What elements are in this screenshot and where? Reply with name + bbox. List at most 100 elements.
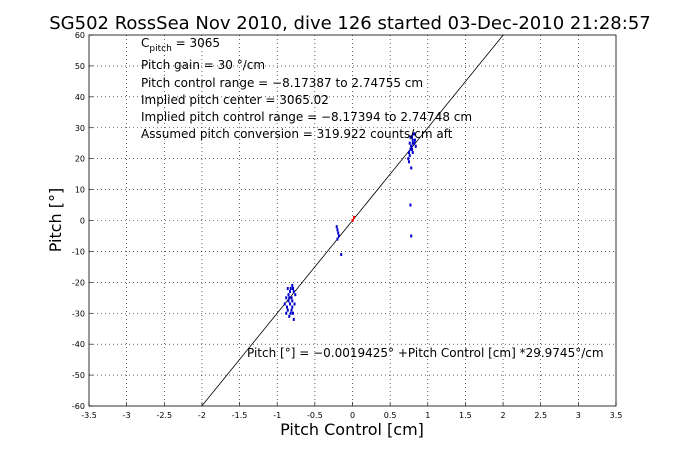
- data-point: [413, 141, 416, 145]
- x-tick-label: 3: [576, 411, 581, 420]
- data-point: [410, 234, 413, 238]
- data-point: [336, 228, 339, 232]
- data-point: [291, 305, 294, 309]
- cpitch-symbol: C: [141, 36, 149, 50]
- y-axis-label: Pitch [°]: [46, 188, 65, 253]
- pitch-gain-annotation: Pitch gain = 30 °/cm: [141, 58, 265, 72]
- data-point: [290, 296, 293, 300]
- data-point: [408, 141, 411, 145]
- x-tick-label: -3: [123, 411, 131, 420]
- y-tick-label: -40: [72, 340, 85, 349]
- data-point: [410, 144, 413, 148]
- data-point: [408, 154, 411, 158]
- data-point: [407, 150, 410, 154]
- data-point: [407, 157, 410, 161]
- x-tick-label: -2: [198, 411, 206, 420]
- data-point: [410, 135, 413, 139]
- data-point: [409, 135, 412, 139]
- data-point: [287, 293, 290, 297]
- data-point: [335, 225, 338, 229]
- data-point: [289, 290, 292, 294]
- y-tick-label: 10: [75, 186, 85, 195]
- data-point: [293, 302, 296, 306]
- data-point: [292, 287, 295, 291]
- data-point: [286, 287, 289, 291]
- data-point: [286, 305, 289, 309]
- data-point: [413, 132, 416, 136]
- x-tick-label: 2: [501, 411, 506, 420]
- y-tick-label: -60: [72, 402, 85, 411]
- chart-title: SG502 RossSea Nov 2010, dive 126 started…: [49, 13, 650, 34]
- data-point: [288, 314, 291, 318]
- data-point: [409, 147, 412, 151]
- data-point: [407, 160, 410, 164]
- data-point: [337, 231, 340, 235]
- data-point: [292, 290, 295, 294]
- x-tick-label: 0: [350, 411, 355, 420]
- x-tick-label: -3.5: [81, 411, 97, 420]
- data-point: [414, 144, 417, 148]
- implied-range-annotation: Implied pitch control range = −8.17394 t…: [141, 110, 472, 124]
- x-tick-label: 3.5: [610, 411, 623, 420]
- data-point: [411, 138, 414, 142]
- x-tick-label: 1: [425, 411, 430, 420]
- plot-area: -3.5 -3 -2.5 -2 -1.5 -1 -0.5 0 0.5 1 1.5 2 2.5 3 3.5 -…: [72, 31, 622, 420]
- x-tick-label: 1.5: [459, 411, 472, 420]
- y-tick-label: -30: [72, 309, 85, 318]
- fit-equation-annotation: Pitch [°] = −0.0019425° +Pitch Control […: [247, 346, 604, 360]
- data-point: [337, 234, 340, 238]
- y-tick-label: 50: [75, 62, 85, 71]
- pitch-range-annotation: Pitch control range = −8.17387 to 2.7475…: [141, 76, 423, 90]
- data-point: [411, 150, 414, 154]
- data-point: [285, 311, 288, 315]
- y-tick-label: -50: [72, 371, 85, 380]
- data-point: [409, 203, 412, 207]
- data-point: [291, 299, 294, 303]
- x-tick-label: -1: [273, 411, 281, 420]
- data-point: [410, 166, 413, 170]
- data-point: [292, 311, 295, 315]
- data-point: [294, 293, 297, 297]
- x-tick-label: -2.5: [156, 411, 172, 420]
- data-point: [290, 308, 293, 312]
- data-point: [289, 302, 292, 306]
- cpitch-value: = 3065: [172, 36, 220, 50]
- x-tick-label: 2.5: [534, 411, 547, 420]
- y-tick-label: 20: [75, 155, 85, 164]
- data-point: [340, 253, 343, 257]
- data-points: [283, 132, 417, 321]
- x-tick-label: 0.5: [384, 411, 397, 420]
- data-point: [292, 317, 295, 321]
- data-point: [336, 237, 339, 241]
- data-point: [410, 147, 413, 151]
- annotation-block: Cpitch = 3065 Pitch gain = 30 °/cm Pitch…: [141, 36, 604, 360]
- data-point: [285, 296, 288, 300]
- cpitch-subscript: pitch: [149, 44, 171, 54]
- pitch-conversion-annotation: Assumed pitch conversion = 319.922 count…: [141, 127, 453, 141]
- data-point: [291, 283, 294, 287]
- y-tick-label: -20: [72, 278, 85, 287]
- y-tick-label: 0: [80, 217, 85, 226]
- data-point: [413, 138, 416, 142]
- y-tick-label: 40: [75, 93, 85, 102]
- pitch-center-annotation: Implied pitch center = 3065.02: [141, 93, 329, 107]
- data-point: [287, 299, 290, 303]
- center-point: [351, 219, 354, 222]
- y-tick-label: 30: [75, 124, 85, 133]
- data-point: [288, 296, 291, 300]
- y-tick-labels: -60 -50 -40 -30 -20 -10 0 10 20 30 40 50 60: [72, 31, 93, 411]
- x-axis-label: Pitch Control [cm]: [280, 420, 424, 439]
- data-point: [289, 287, 292, 291]
- y-tick-label: 60: [75, 31, 85, 40]
- data-point: [411, 141, 414, 145]
- y-tick-label: -10: [72, 247, 85, 256]
- x-tick-labels: -3.5 -3 -2.5 -2 -1.5 -1 -0.5 0 0.5 1 1.5 2 2.5 3 3.5: [81, 402, 622, 420]
- data-point: [283, 302, 286, 306]
- data-point: [289, 311, 292, 315]
- center-point: [353, 215, 356, 219]
- cpitch-annotation: Cpitch = 3065: [141, 36, 220, 54]
- x-tick-label: -0.5: [307, 411, 323, 420]
- x-tick-label: -1.5: [232, 411, 248, 420]
- data-point: [286, 308, 289, 312]
